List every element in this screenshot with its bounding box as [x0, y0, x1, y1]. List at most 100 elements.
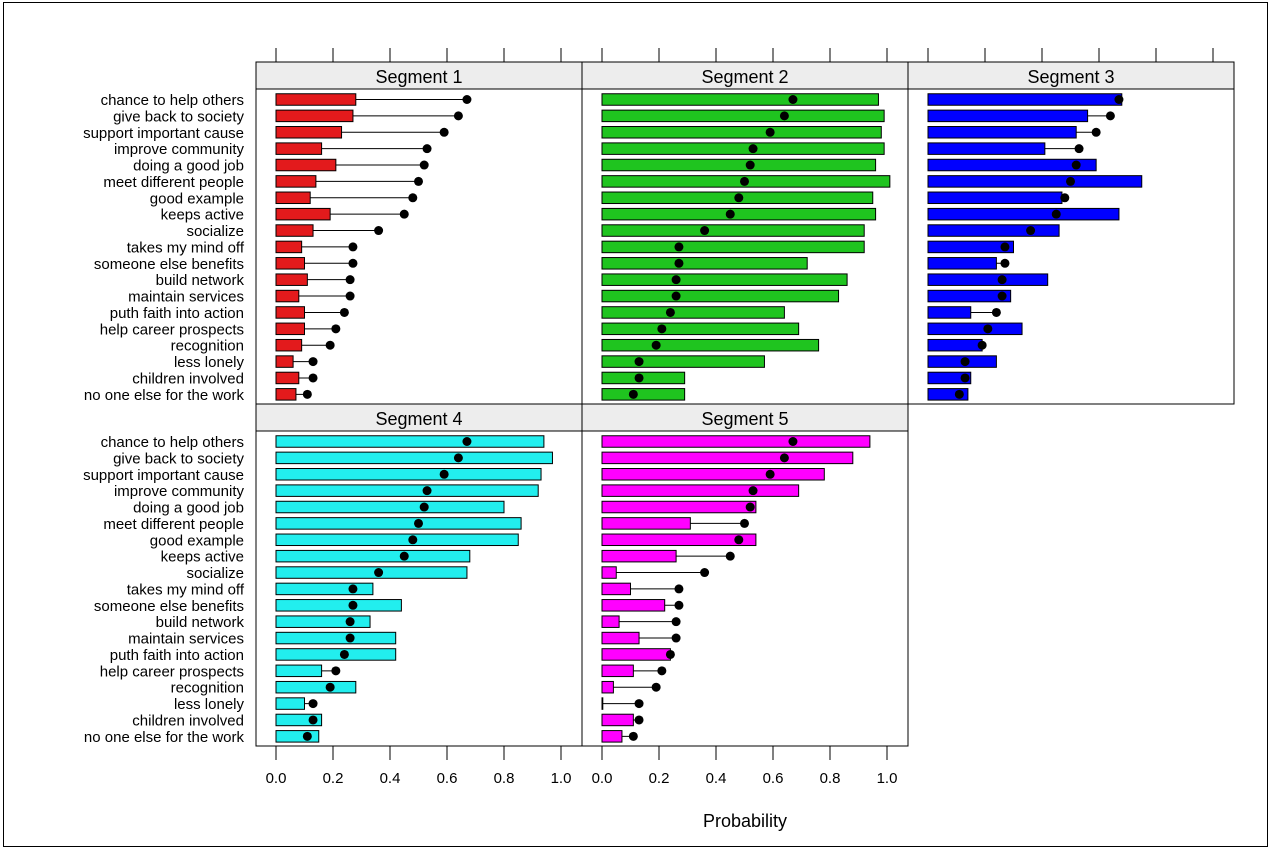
category-label: maintain services — [128, 289, 244, 306]
bar — [601, 93, 879, 106]
overall-point — [991, 307, 1001, 317]
x-tick-label: 0.2 — [323, 770, 344, 787]
category-label: keeps active — [161, 549, 244, 566]
panel-strip — [581, 61, 909, 90]
overall-point — [765, 127, 775, 137]
bar — [275, 322, 305, 336]
bar — [275, 582, 374, 596]
bar — [601, 549, 677, 563]
overall-point — [734, 193, 744, 203]
x-tick-label: 0.8 — [494, 770, 515, 787]
overall-point — [997, 291, 1007, 301]
bar — [275, 306, 305, 319]
overall-point — [348, 242, 358, 252]
overall-point — [374, 226, 384, 236]
overall-point — [954, 389, 964, 399]
overall-point — [1066, 176, 1075, 186]
bar — [601, 533, 757, 547]
category-label: recognition — [171, 338, 244, 355]
bar — [601, 257, 808, 270]
x-tick-label: 1.0 — [551, 770, 572, 787]
panel-title: Segment 5 — [701, 409, 788, 429]
overall-point — [339, 307, 349, 317]
overall-point — [308, 357, 318, 367]
category-label: improve community — [114, 141, 245, 158]
bar — [275, 355, 294, 368]
overall-point — [399, 209, 409, 219]
overall-point — [422, 486, 432, 496]
chart-frame — [3, 2, 1268, 847]
category-label: socialize — [186, 565, 244, 582]
bar — [275, 484, 539, 497]
category-label: give back to society — [113, 450, 244, 467]
panel-segment-3: Segment 3 — [907, 48, 1235, 405]
category-label: puth faith into action — [110, 305, 244, 322]
bar — [601, 500, 757, 514]
panel-segment-5: Segment 5 0.0 0.2 0.4 0.6 0.8 1.0 — [581, 403, 909, 787]
overall-point — [671, 617, 681, 627]
overall-point — [345, 633, 355, 643]
x-tick-label: 0.0 — [592, 770, 613, 787]
category-label: puth faith into action — [110, 647, 244, 664]
overall-point — [960, 357, 970, 367]
bar — [601, 664, 634, 678]
overall-point — [740, 176, 749, 186]
panel-strip — [581, 403, 909, 432]
bar — [275, 664, 323, 678]
overall-point — [748, 486, 758, 496]
bar — [601, 680, 614, 694]
overall-point — [651, 682, 661, 692]
overall-point — [302, 389, 312, 399]
x-tick-label: 0.6 — [763, 770, 784, 787]
overall-point — [788, 437, 798, 446]
category-label: build network — [156, 614, 245, 631]
bar — [275, 648, 397, 661]
category-label: chance to help others — [101, 92, 244, 109]
bar — [275, 126, 343, 139]
x-tick-label: 0.2 — [649, 770, 670, 787]
bar — [927, 126, 1077, 139]
panel-title: Segment 2 — [701, 67, 788, 87]
overall-point — [977, 340, 987, 350]
overall-point — [1026, 226, 1036, 236]
overall-point — [345, 617, 355, 627]
overall-point — [779, 111, 789, 121]
category-label: no one else for the work — [84, 729, 245, 746]
bar — [275, 451, 553, 465]
overall-point — [1091, 127, 1101, 137]
overall-point — [740, 518, 749, 528]
panel-strip — [907, 61, 1235, 90]
bar — [927, 142, 1046, 155]
category-label: someone else benefits — [94, 598, 244, 615]
category-label: socialize — [186, 223, 244, 240]
bar — [927, 322, 1023, 336]
x-tick-label: 0.6 — [437, 770, 458, 787]
bar — [601, 306, 785, 319]
overall-point — [345, 275, 355, 285]
overall-point — [462, 437, 472, 446]
bar — [275, 388, 297, 401]
bar — [275, 224, 314, 237]
bar — [275, 207, 331, 221]
category-label: help career prospects — [100, 321, 244, 338]
category-label: give back to society — [113, 108, 244, 125]
overall-point — [308, 373, 318, 383]
category-label: improve community — [114, 483, 245, 500]
bar — [601, 517, 691, 530]
bar — [601, 468, 825, 481]
overall-point — [348, 584, 358, 594]
overall-point — [408, 193, 418, 203]
category-label: support important cause — [83, 125, 244, 142]
bar — [927, 191, 1063, 205]
bar — [275, 631, 397, 645]
overall-point — [674, 258, 684, 268]
x-tick-label: 0.0 — [266, 770, 287, 787]
overall-point — [1060, 193, 1070, 203]
overall-point — [325, 340, 335, 350]
bar — [601, 289, 840, 303]
overall-point — [665, 649, 675, 659]
overall-point — [779, 453, 789, 463]
overall-point — [1074, 144, 1084, 154]
overall-point — [725, 209, 735, 219]
